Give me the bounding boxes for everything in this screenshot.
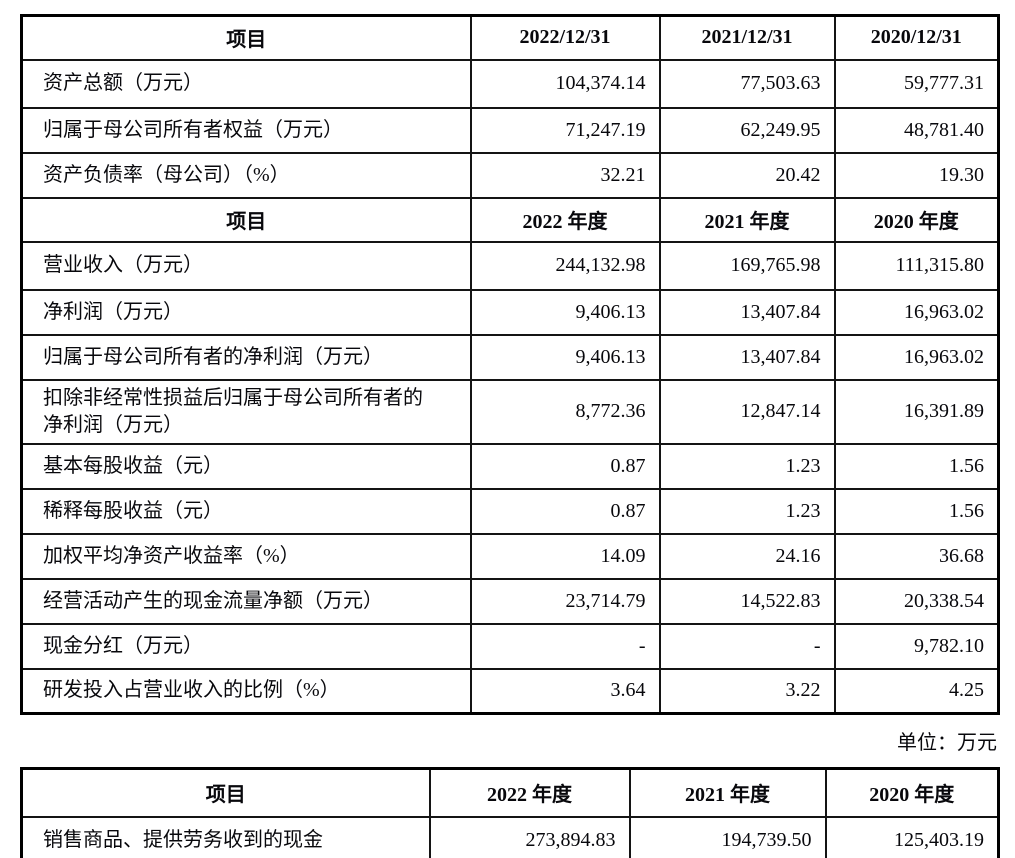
header-cell-date-2022: 2022/12/31 — [469, 14, 661, 61]
table-row-cash-dividend: 现金分红（万元） - - 9,782.10 — [20, 622, 1000, 670]
table-row-deducted-net-profit: 扣除非经常性损益后归属于母公司所有者的 净利润（万元） 8,772.36 12,… — [20, 378, 1000, 445]
value-2020: 16,963.02 — [833, 333, 1000, 381]
value-2020: 111,315.80 — [833, 240, 1000, 291]
row-label: 扣除非经常性损益后归属于母公司所有者的 净利润（万元） — [20, 378, 472, 445]
value-2022: 9,406.13 — [469, 333, 661, 381]
value-2022: 273,894.83 — [428, 815, 631, 858]
financial-summary-table: 项目 2022/12/31 2021/12/31 2020/12/31 资产总额… — [20, 14, 1000, 715]
table-row-debt-ratio: 资产负债率（母公司）（%） 32.21 20.42 19.30 — [20, 151, 1000, 199]
value-2020: 59,777.31 — [833, 58, 1000, 109]
table-header-row-cashflow: 项目 2022 年度 2021 年度 2020 年度 — [20, 767, 1000, 818]
value-2021: 77,503.63 — [658, 58, 836, 109]
row-label: 销售商品、提供劳务收到的现金 — [20, 815, 431, 858]
value-2020: 20,338.54 — [833, 577, 1000, 625]
row-label: 加权平均净资产收益率（%） — [20, 532, 472, 580]
value-2021: 20.42 — [658, 151, 836, 199]
value-2021: 3.22 — [658, 667, 836, 715]
table-row-parent-equity: 归属于母公司所有者权益（万元） 71,247.19 62,249.95 48,7… — [20, 106, 1000, 154]
table-row-basic-eps: 基本每股收益（元） 0.87 1.23 1.56 — [20, 442, 1000, 490]
value-2020: 16,391.89 — [833, 378, 1000, 445]
table-row-cash-from-sales: 销售商品、提供劳务收到的现金 273,894.83 194,739.50 125… — [20, 815, 1000, 858]
value-2020: 125,403.19 — [824, 815, 1000, 858]
table-header-row-balance: 项目 2022/12/31 2021/12/31 2020/12/31 — [20, 14, 1000, 61]
header-cell-year-2021: 2021 年度 — [658, 196, 836, 243]
value-2022: 32.21 — [469, 151, 661, 199]
value-2021: 194,739.50 — [628, 815, 827, 858]
value-2020: 1.56 — [833, 487, 1000, 535]
value-2021: - — [658, 622, 836, 670]
value-2022: 23,714.79 — [469, 577, 661, 625]
header-cell-year-2020: 2020 年度 — [824, 767, 1000, 818]
table-header-row-income: 项目 2022 年度 2021 年度 2020 年度 — [20, 196, 1000, 243]
value-2022: 0.87 — [469, 442, 661, 490]
value-2021: 169,765.98 — [658, 240, 836, 291]
value-2021: 14,522.83 — [658, 577, 836, 625]
table-row-operating-cash-flow: 经营活动产生的现金流量净额（万元） 23,714.79 14,522.83 20… — [20, 577, 1000, 625]
table-row-parent-net-profit: 归属于母公司所有者的净利润（万元） 9,406.13 13,407.84 16,… — [20, 333, 1000, 381]
header-cell-item: 项目 — [20, 14, 472, 61]
row-label: 资产负债率（母公司）（%） — [20, 151, 472, 199]
value-2022: 71,247.19 — [469, 106, 661, 154]
header-cell-item: 项目 — [20, 196, 472, 243]
value-2021: 62,249.95 — [658, 106, 836, 154]
row-label: 现金分红（万元） — [20, 622, 472, 670]
row-label: 营业收入（万元） — [20, 240, 472, 291]
value-2022: - — [469, 622, 661, 670]
value-2020: 16,963.02 — [833, 288, 1000, 336]
table-row-revenue: 营业收入（万元） 244,132.98 169,765.98 111,315.8… — [20, 240, 1000, 291]
value-2020: 36.68 — [833, 532, 1000, 580]
value-2021: 24.16 — [658, 532, 836, 580]
value-2022: 3.64 — [469, 667, 661, 715]
table-row-diluted-eps: 稀释每股收益（元） 0.87 1.23 1.56 — [20, 487, 1000, 535]
row-label: 资产总额（万元） — [20, 58, 472, 109]
row-label: 净利润（万元） — [20, 288, 472, 336]
table-row-weighted-roe: 加权平均净资产收益率（%） 14.09 24.16 36.68 — [20, 532, 1000, 580]
header-cell-year-2021: 2021 年度 — [628, 767, 827, 818]
unit-note: 单位：万元 — [897, 732, 997, 754]
row-label: 归属于母公司所有者权益（万元） — [20, 106, 472, 154]
value-2020: 19.30 — [833, 151, 1000, 199]
value-2021: 13,407.84 — [658, 288, 836, 336]
row-label: 研发投入占营业收入的比例（%） — [20, 667, 472, 715]
value-2022: 244,132.98 — [469, 240, 661, 291]
table-row-rd-ratio: 研发投入占营业收入的比例（%） 3.64 3.22 4.25 — [20, 667, 1000, 715]
header-cell-date-2021: 2021/12/31 — [658, 14, 836, 61]
value-2022: 9,406.13 — [469, 288, 661, 336]
header-cell-item: 项目 — [20, 767, 431, 818]
value-2020: 9,782.10 — [833, 622, 1000, 670]
value-2020: 48,781.40 — [833, 106, 1000, 154]
value-2020: 1.56 — [833, 442, 1000, 490]
row-label: 基本每股收益（元） — [20, 442, 472, 490]
header-cell-year-2022: 2022 年度 — [428, 767, 631, 818]
value-2021: 1.23 — [658, 442, 836, 490]
row-label: 经营活动产生的现金流量净额（万元） — [20, 577, 472, 625]
table-row-total-assets: 资产总额（万元） 104,374.14 77,503.63 59,777.31 — [20, 58, 1000, 109]
value-2022: 104,374.14 — [469, 58, 661, 109]
row-label: 稀释每股收益（元） — [20, 487, 472, 535]
header-cell-year-2020: 2020 年度 — [833, 196, 1000, 243]
value-2021: 13,407.84 — [658, 333, 836, 381]
header-cell-date-2020: 2020/12/31 — [833, 14, 1000, 61]
header-cell-year-2022: 2022 年度 — [469, 196, 661, 243]
value-2022: 0.87 — [469, 487, 661, 535]
value-2021: 1.23 — [658, 487, 836, 535]
table-row-net-profit: 净利润（万元） 9,406.13 13,407.84 16,963.02 — [20, 288, 1000, 336]
value-2022: 8,772.36 — [469, 378, 661, 445]
value-2021: 12,847.14 — [658, 378, 836, 445]
row-label: 归属于母公司所有者的净利润（万元） — [20, 333, 472, 381]
value-2022: 14.09 — [469, 532, 661, 580]
cash-flow-table: 项目 2022 年度 2021 年度 2020 年度 销售商品、提供劳务收到的现… — [20, 767, 1000, 858]
value-2020: 4.25 — [833, 667, 1000, 715]
